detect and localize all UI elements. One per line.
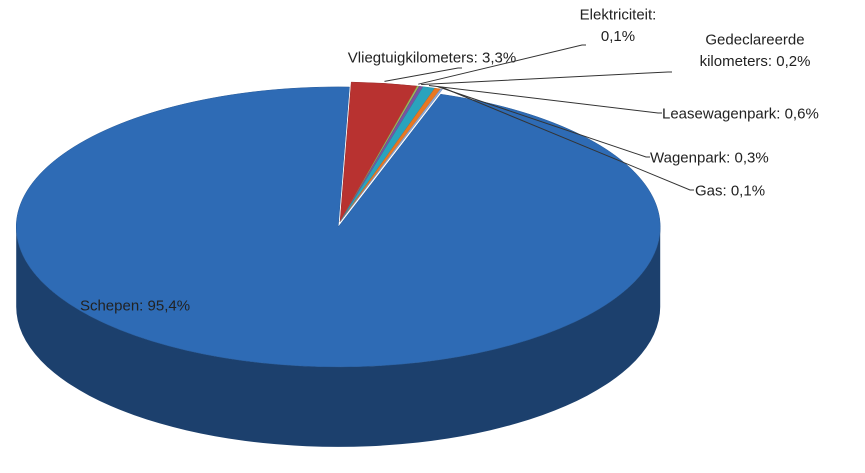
- leader-line: [428, 84, 662, 114]
- data-label: Gedeclareerde kilometers: 0,2%: [700, 31, 811, 70]
- data-label-line: Wagenpark: 0,3%: [650, 149, 769, 166]
- leader-line: [441, 86, 694, 191]
- data-label: Leasewagenpark: 0,6%: [662, 105, 819, 122]
- data-label-line: Elektriciteit:: [580, 6, 657, 23]
- leader-line: [418, 44, 586, 85]
- data-label-line: Vliegtuigkilometers: 3,3%: [348, 49, 516, 66]
- slice: [15, 86, 661, 368]
- data-label-line: Leasewagenpark: 0,6%: [662, 105, 819, 122]
- data-label: Elektriciteit: 0,1%: [580, 6, 657, 45]
- data-label-line: Gas: 0,1%: [695, 182, 765, 199]
- data-label-line: Schepen: 95,4%: [80, 297, 190, 314]
- data-label-line: Gedeclareerde: [705, 31, 804, 48]
- data-label: Gas: 0,1%: [695, 182, 765, 199]
- leader-line: [384, 67, 462, 82]
- leader-line: [437, 86, 650, 158]
- data-label: Wagenpark: 0,3%: [650, 149, 769, 166]
- leader-line: [421, 71, 672, 86]
- slice-side: [16, 226, 661, 447]
- data-label: Schepen: 95,4%: [80, 297, 190, 314]
- data-label: Vliegtuigkilometers: 3,3%: [348, 49, 516, 66]
- data-label-line: kilometers: 0,2%: [700, 53, 811, 70]
- data-label-line: 0,1%: [601, 28, 635, 45]
- slice: [339, 88, 443, 223]
